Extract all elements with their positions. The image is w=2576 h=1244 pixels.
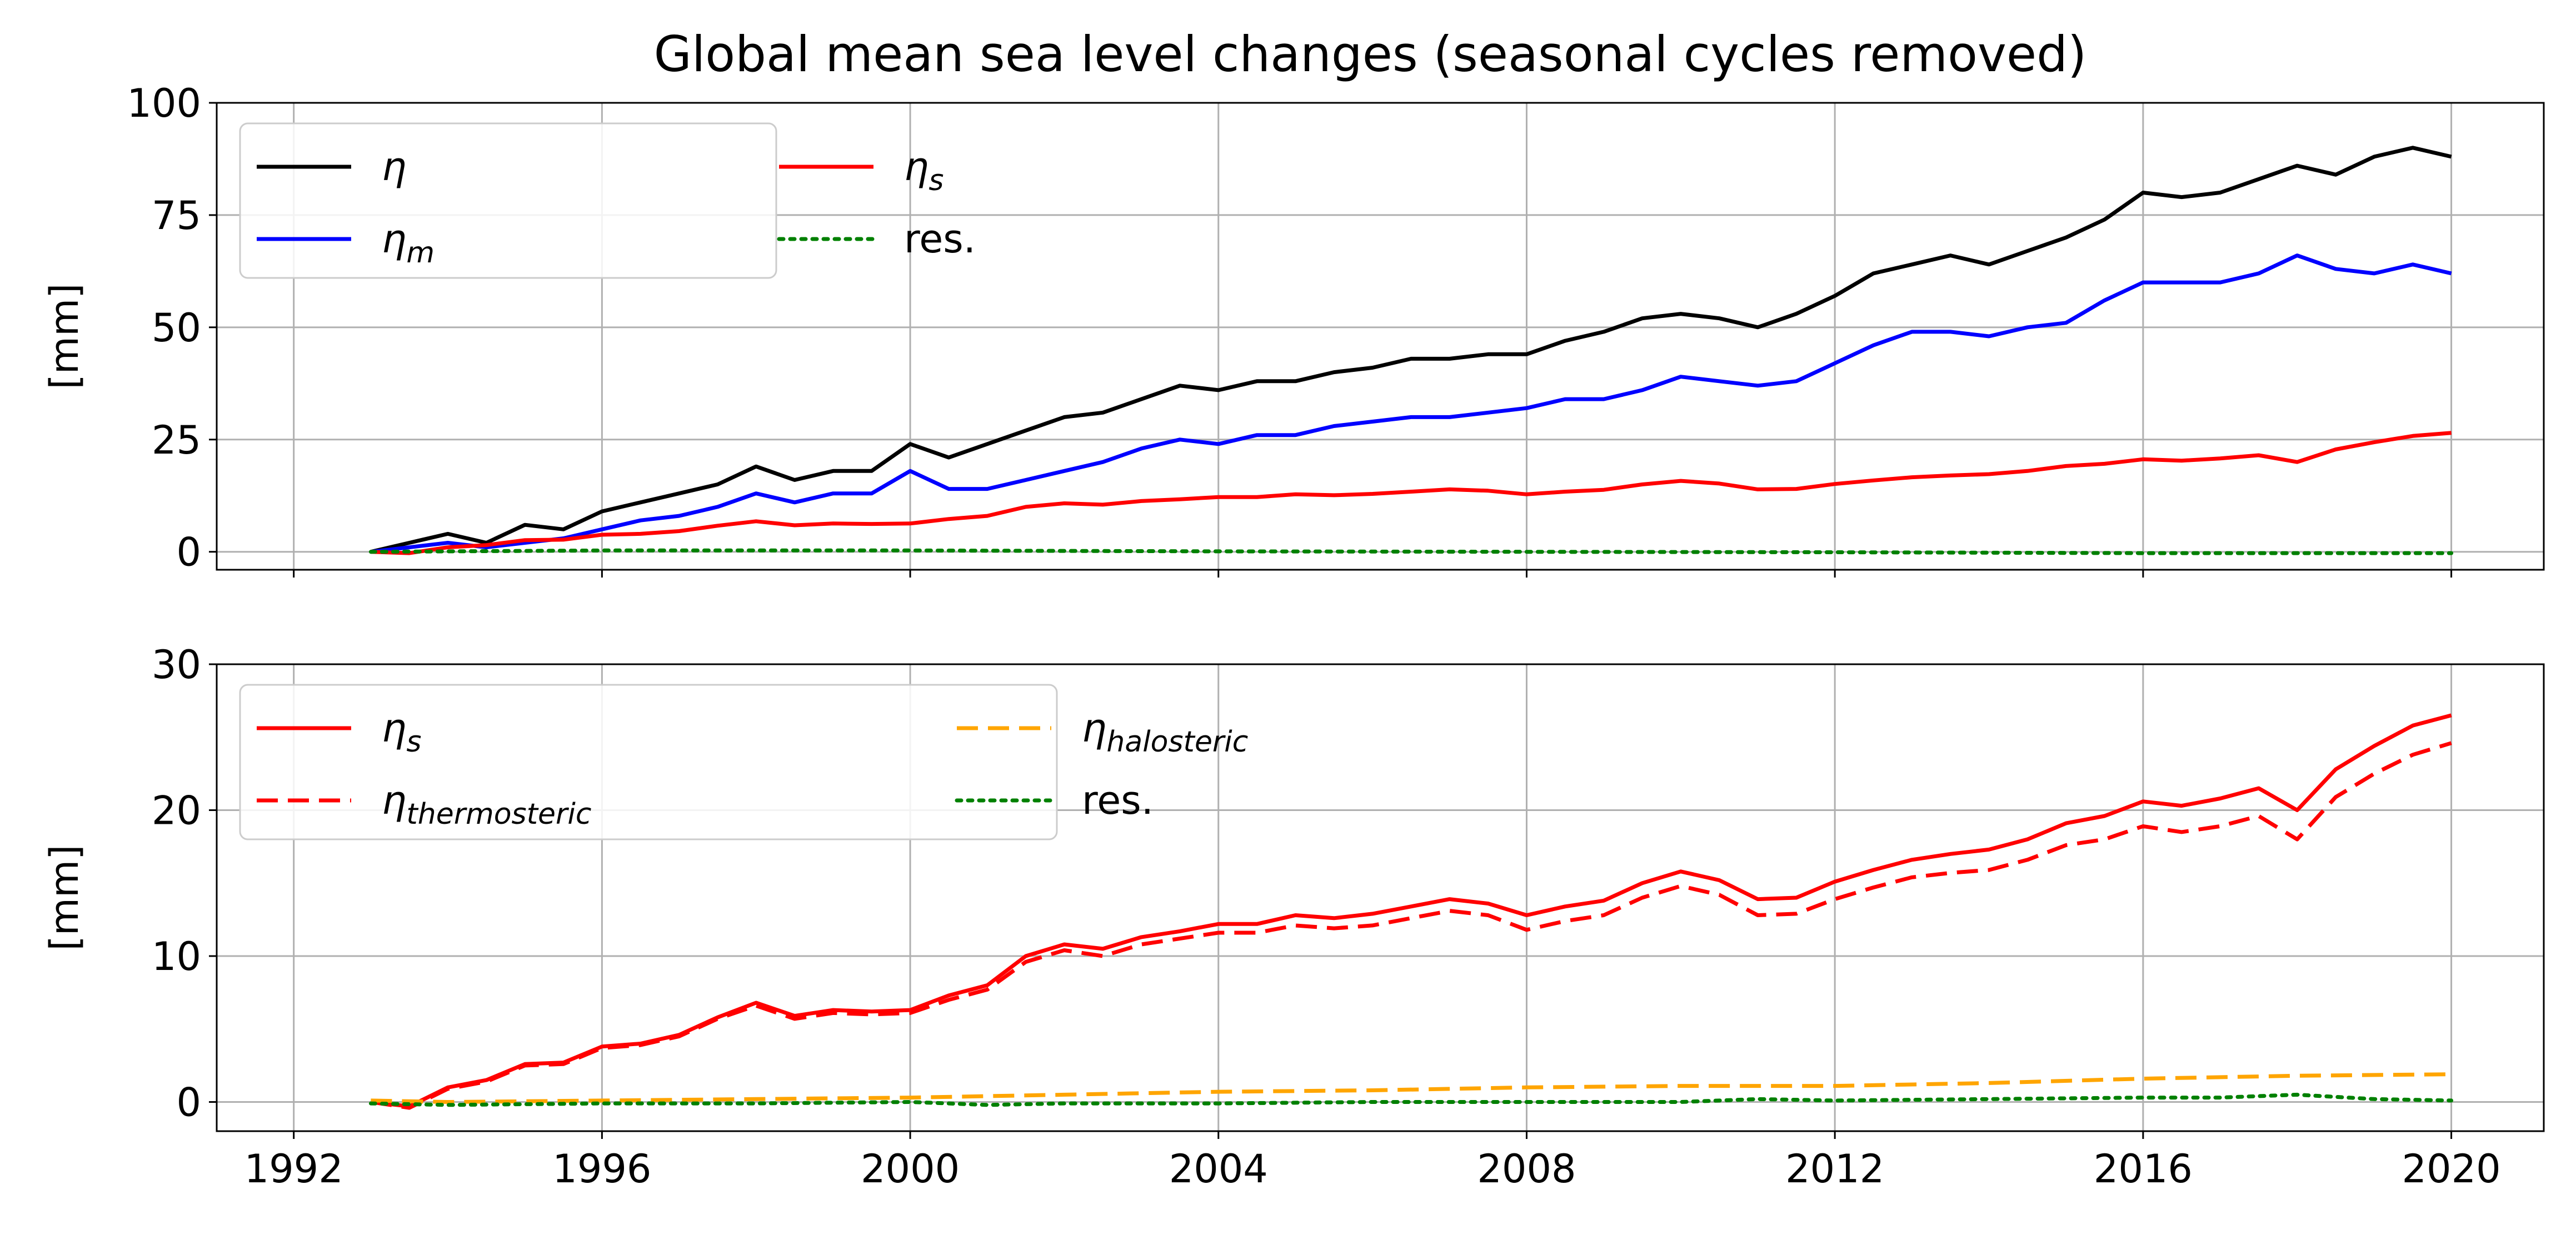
x-tick-label: 2000 bbox=[861, 1146, 960, 1192]
chart-title: Global mean sea level changes (seasonal … bbox=[654, 26, 2087, 83]
y-axis-label: [mm] bbox=[42, 283, 87, 390]
y-tick-label: 20 bbox=[152, 788, 201, 834]
y-tick-label: 50 bbox=[152, 305, 201, 351]
y-tick-label: 75 bbox=[152, 193, 201, 238]
legend-label: ηhalosteric bbox=[1082, 705, 1248, 759]
legend-label: res. bbox=[904, 216, 976, 262]
legend-box bbox=[239, 684, 1058, 840]
series-line-res bbox=[368, 548, 2454, 555]
panel-2: 1992 1996 2000 2004 2008 2012 2016 2020 0 10 20 30 [… bbox=[42, 642, 2545, 1192]
panel-1: 0 25 50 75 100 [mm] η ηm ηs res. bbox=[42, 81, 2545, 578]
legend-label: ηm bbox=[382, 216, 435, 270]
y-tick-label: 10 bbox=[152, 934, 201, 979]
axes-frame bbox=[216, 102, 2545, 571]
axes-frame bbox=[216, 663, 2545, 1132]
series-line- bbox=[370, 146, 2452, 554]
legend: ηs ηthermosteric ηhalosteric res. bbox=[239, 684, 1248, 840]
y-tick-label: 0 bbox=[176, 1080, 201, 1126]
x-tick-label: 1996 bbox=[552, 1146, 651, 1192]
series-line-halosteric bbox=[371, 1072, 2452, 1104]
x-tick-label: 2008 bbox=[1477, 1146, 1576, 1192]
legend-label: ηs bbox=[382, 705, 421, 759]
legend-box bbox=[239, 122, 777, 279]
legend-label: ηs bbox=[904, 144, 943, 197]
x-tick-label: 2012 bbox=[1785, 1146, 1884, 1192]
series-line-s bbox=[371, 431, 2452, 555]
legend-label: η bbox=[382, 144, 406, 190]
y-axis-label: [mm] bbox=[42, 845, 87, 951]
legend-label: res. bbox=[1082, 778, 1154, 823]
x-tick-label: 2004 bbox=[1169, 1146, 1268, 1192]
y-tick-label: 0 bbox=[176, 530, 201, 575]
series-line-res bbox=[368, 1092, 2454, 1107]
x-tick-label: 1992 bbox=[244, 1146, 343, 1192]
y-tick-label: 30 bbox=[152, 642, 201, 688]
series-line-m bbox=[370, 253, 2452, 554]
series-line-s bbox=[371, 713, 2452, 1108]
x-tick-label: 2016 bbox=[2094, 1146, 2193, 1192]
y-tick-label: 25 bbox=[152, 417, 201, 463]
x-tick-label: 2020 bbox=[2402, 1146, 2501, 1192]
legend: η ηm ηs res. bbox=[239, 122, 976, 279]
y-tick-label: 100 bbox=[127, 81, 201, 126]
legend-label: ηthermosteric bbox=[382, 778, 591, 831]
